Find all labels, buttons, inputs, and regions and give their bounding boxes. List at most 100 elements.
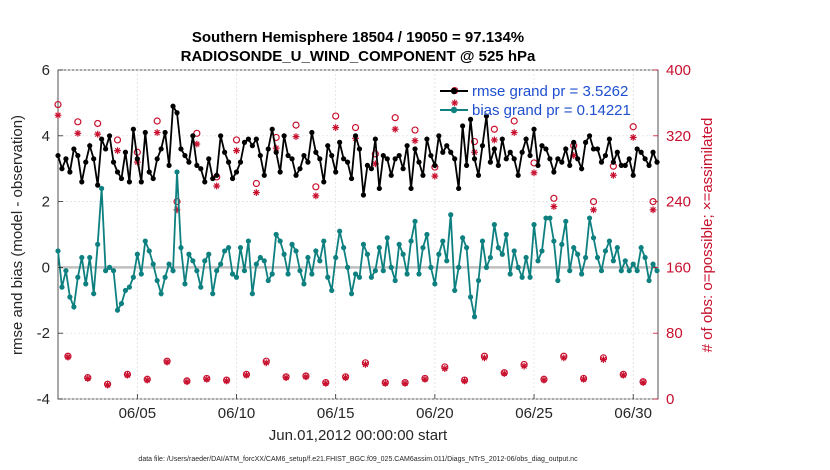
- rmse-point: [146, 169, 152, 175]
- bias-point: [154, 277, 160, 284]
- bias-point: [543, 215, 549, 221]
- obs-assimilated-marker: [580, 375, 588, 383]
- rmse-point: [610, 159, 616, 165]
- bias-point: [95, 241, 101, 247]
- obs-assimilated-marker: [362, 361, 369, 368]
- rmse-point: [575, 156, 581, 162]
- rmse-point: [650, 149, 656, 155]
- rmse-point: [273, 149, 279, 155]
- obs-possible-marker: [153, 117, 161, 125]
- rmse-point: [535, 162, 541, 169]
- chart-title: Southern Hemisphere 18504 / 19050 = 97.1…: [192, 29, 524, 46]
- bias-point: [174, 169, 180, 175]
- bias-point: [344, 264, 351, 270]
- bias-point: [146, 248, 152, 254]
- rmse-point: [233, 169, 240, 175]
- y-tick-label: 0: [42, 259, 50, 276]
- rmse-point: [463, 162, 470, 169]
- bias-point: [229, 271, 236, 277]
- rmse-point: [83, 159, 89, 165]
- rmse-point: [630, 172, 636, 178]
- bias-point: [114, 307, 121, 313]
- rmse-point: [198, 166, 204, 172]
- obs-possible-marker: [351, 123, 360, 132]
- bias-point: [384, 235, 390, 241]
- rmse-point: [348, 175, 355, 182]
- bias-point: [460, 235, 466, 241]
- obs-possible-marker: [589, 198, 598, 206]
- rmse-point: [333, 169, 339, 175]
- bias-point: [448, 212, 454, 218]
- obs-assimilated-marker: [183, 378, 191, 386]
- bias-point: [618, 268, 624, 274]
- obs-assimilated-marker: [590, 206, 597, 214]
- bias-point: [150, 261, 156, 267]
- rmse-point: [448, 149, 454, 155]
- rmse-point: [150, 175, 156, 182]
- bias-point: [559, 241, 565, 247]
- rmse-point: [269, 126, 275, 132]
- obs-assimilated-marker: [312, 192, 320, 200]
- bias-point: [626, 268, 632, 274]
- bias-point: [412, 218, 418, 224]
- bias-point: [630, 261, 636, 267]
- x-axis-label: Jun.01,2012 00:00:00 start: [269, 427, 448, 444]
- bias-point: [539, 248, 545, 254]
- rmse-point: [301, 152, 307, 159]
- obs-assimilated-marker: [252, 189, 260, 196]
- rmse-point: [547, 156, 553, 162]
- bias-point: [301, 281, 307, 287]
- bias-point: [337, 228, 343, 234]
- rmse-point: [555, 156, 561, 162]
- bias-point: [594, 254, 601, 261]
- y-tick-label: 4: [42, 128, 50, 145]
- bias-point: [313, 248, 319, 254]
- rmse-point: [352, 133, 359, 139]
- bias-point: [527, 274, 533, 280]
- bias-point: [206, 251, 212, 257]
- rmse-point: [87, 143, 93, 149]
- bias-point: [194, 268, 200, 274]
- rmse-point: [380, 152, 386, 159]
- obs-assimilated-marker: [461, 377, 469, 385]
- rmse-point: [479, 143, 486, 149]
- bias-point: [134, 251, 140, 257]
- obs-assimilated-marker: [401, 379, 409, 387]
- y-axis-label: rmse and bias (model - observation): [9, 115, 26, 355]
- bias-point: [59, 284, 65, 290]
- obs-assimilated-marker: [391, 125, 399, 133]
- bias-point: [535, 258, 541, 264]
- bias-point: [198, 284, 204, 290]
- obs-assimilated-marker: [233, 147, 240, 155]
- obs-possible-marker: [94, 119, 102, 128]
- obs-possible-marker: [252, 179, 260, 188]
- rmse-point: [642, 156, 648, 162]
- rmse-point: [249, 143, 255, 149]
- bias-point: [622, 258, 628, 264]
- rmse-point: [245, 136, 252, 142]
- bias-point: [122, 287, 129, 294]
- y-right-tick-label: 240: [666, 194, 691, 211]
- rmse-point: [583, 139, 589, 145]
- rmse-point: [241, 139, 248, 145]
- bias-point: [515, 264, 521, 270]
- bias-point: [329, 287, 335, 294]
- bias-point: [237, 245, 244, 251]
- rmse-point: [404, 143, 410, 149]
- obs-assimilated-marker: [421, 375, 429, 383]
- rmse-point: [138, 179, 144, 185]
- obs-possible-marker: [391, 114, 399, 122]
- bias-point: [646, 277, 652, 284]
- bias-point: [583, 254, 589, 261]
- bias-point: [380, 268, 386, 274]
- rmse-point: [646, 162, 652, 169]
- obs-assimilated-marker: [451, 99, 459, 107]
- rmse-point: [420, 172, 426, 178]
- rmse-point: [63, 156, 69, 162]
- bias-point: [452, 287, 458, 294]
- bias-point: [650, 261, 656, 267]
- chart-subtitle: RADIOSONDE_U_WIND_COMPONENT @ 525 hPa: [181, 48, 536, 65]
- bias-point: [519, 274, 525, 280]
- bias-point: [547, 215, 553, 221]
- bias-point: [202, 258, 208, 264]
